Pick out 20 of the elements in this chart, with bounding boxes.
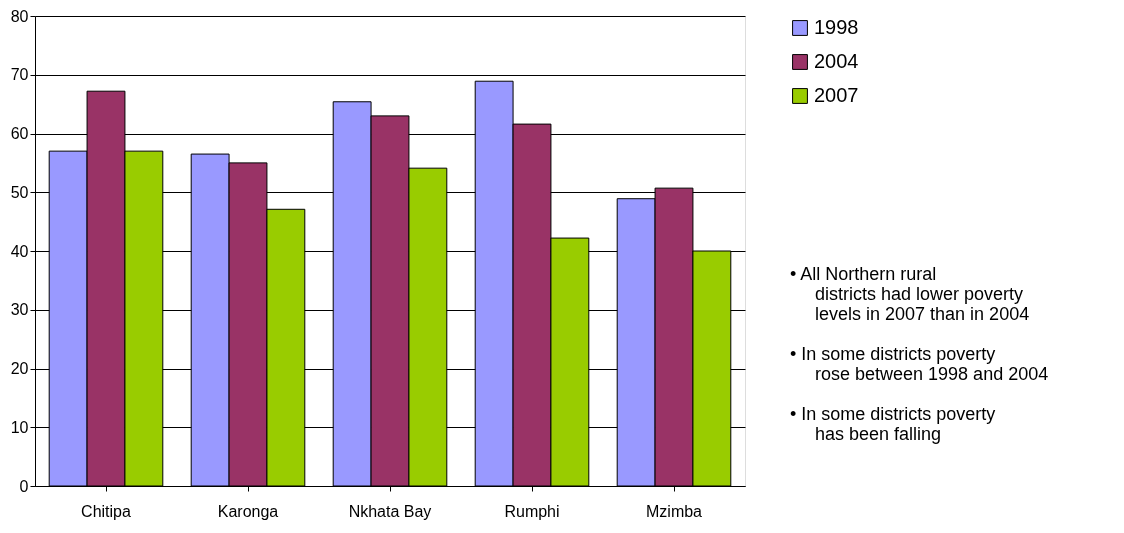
x-tick-label: Mzimba bbox=[645, 502, 703, 520]
y-tick-label: 20 bbox=[10, 360, 29, 377]
x-tick-label: Nkhata Bay bbox=[348, 502, 432, 520]
y-tick-label: 70 bbox=[10, 66, 29, 84]
y-tick-label: 30 bbox=[10, 301, 29, 319]
text: • In some districts poverty rose between 1998 and 2004 bbox=[790, 344, 1049, 384]
y-tick-label: 0 bbox=[19, 477, 29, 495]
x-tick-label: Rumphi bbox=[504, 502, 560, 520]
y-tick-label: 50 bbox=[10, 183, 29, 201]
legend-label: 2004 bbox=[814, 50, 859, 72]
y-tick-label: 80 bbox=[10, 7, 29, 25]
y-tick-label: 10 bbox=[10, 418, 29, 436]
legend-label: 1998 bbox=[814, 16, 859, 38]
y-tick-label: 60 bbox=[10, 125, 29, 142]
legend-label: 2007 bbox=[814, 84, 859, 106]
x-tick-label: Karonga bbox=[217, 502, 279, 520]
text: • All Northern rural districts had lower poverty levels in 2007 than in 2004 bbox=[790, 264, 1030, 324]
text: • In some districts poverty has been falling bbox=[790, 404, 996, 444]
x-tick-label: Chitipa bbox=[81, 502, 131, 520]
y-tick-label: 40 bbox=[10, 242, 29, 260]
